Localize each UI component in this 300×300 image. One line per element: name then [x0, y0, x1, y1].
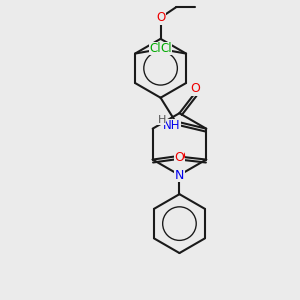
Text: Cl: Cl	[160, 42, 172, 55]
Text: O: O	[175, 150, 185, 163]
Text: Cl: Cl	[149, 42, 161, 55]
Text: O: O	[156, 11, 165, 24]
Text: H: H	[158, 115, 166, 125]
Text: NH: NH	[163, 119, 181, 132]
Text: N: N	[175, 169, 184, 182]
Text: O: O	[174, 151, 184, 164]
Text: O: O	[191, 82, 201, 95]
